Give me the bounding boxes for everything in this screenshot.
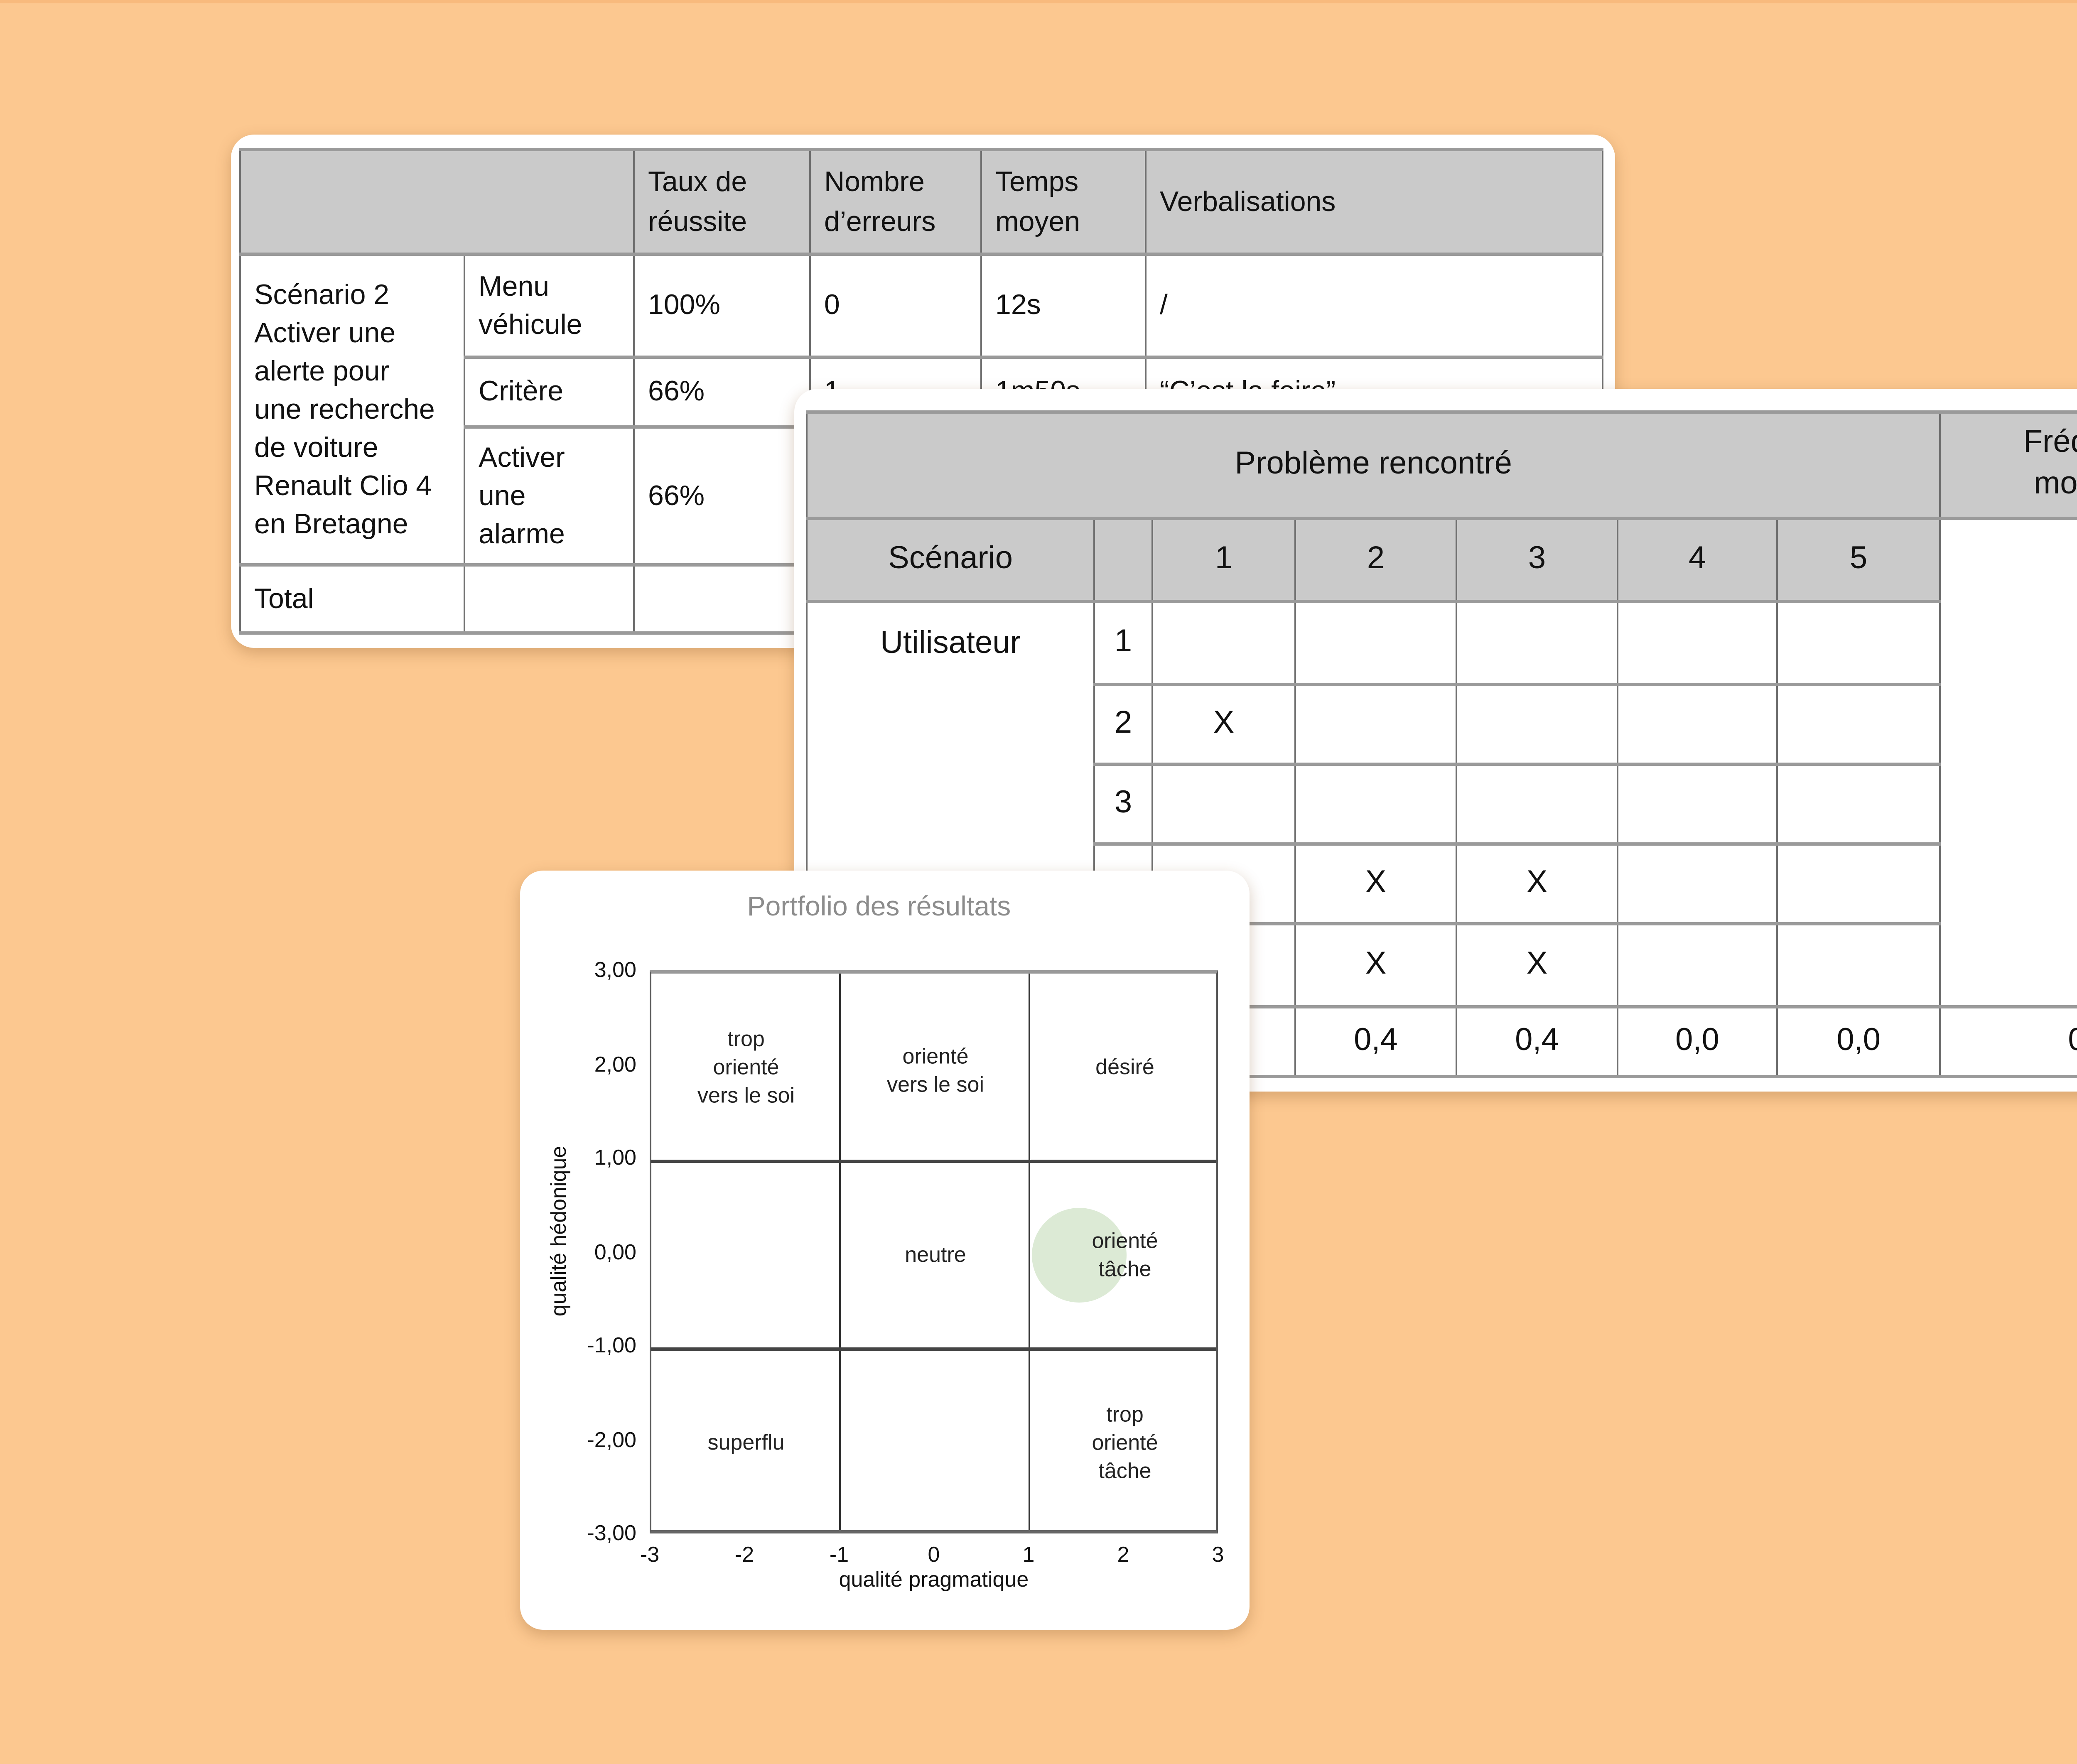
scenario-header-cell: Scénario <box>806 517 1095 603</box>
grid-line-y-pos1 <box>651 1160 1216 1163</box>
x-tick: -3 <box>640 1542 660 1567</box>
mark-cell <box>1456 683 1618 766</box>
y-tick: 3,00 <box>594 957 636 982</box>
freq-value-cell: 0,4 <box>1456 1005 1618 1078</box>
freq-value-cell: 0,0 <box>1776 1005 1941 1078</box>
data-point <box>1032 1208 1127 1303</box>
empty-cell <box>464 563 635 635</box>
x-tick: 0 <box>928 1542 940 1567</box>
task-cell: Activer une alarme <box>464 425 635 567</box>
problem-col-header: 5 <box>1776 517 1941 603</box>
value-cell: / <box>1145 253 1603 359</box>
grid-line-x-neg1 <box>839 974 841 1530</box>
user-num-cell: 2 <box>1093 683 1153 766</box>
quadrant-label: orienté tâche <box>1092 1228 1158 1281</box>
mark-cell: X <box>1456 842 1618 925</box>
value-cell: 66% <box>633 425 811 567</box>
mark-cell: X <box>1456 922 1618 1008</box>
mark-cell <box>1151 600 1296 686</box>
problem-col-header: 4 <box>1617 517 1778 603</box>
quadrant-label: orienté vers le soi <box>886 1043 984 1097</box>
problem-col-header: 3 <box>1456 517 1618 603</box>
chart-plot-area: trop orienté vers le soi orienté vers le… <box>650 970 1218 1533</box>
total-cell: Total <box>239 563 465 635</box>
x-tick: 2 <box>1117 1542 1129 1567</box>
y-tick: 1,00 <box>594 1145 636 1170</box>
x-tick: -1 <box>829 1542 849 1567</box>
value-cell: 0 <box>809 253 982 359</box>
mark-cell: X <box>1294 922 1457 1008</box>
value-cell: 12s <box>980 253 1147 359</box>
x-tick: 1 <box>1022 1542 1035 1567</box>
top-strip <box>0 0 2077 3</box>
mark-cell: X <box>1294 842 1457 925</box>
mark-cell <box>1617 600 1778 686</box>
freq-value-cell: 0,4 <box>1294 1005 1457 1078</box>
task-cell: Menu véhicule <box>464 253 635 359</box>
mark-cell <box>1294 600 1457 686</box>
col-header-temps: Temps moyen <box>980 148 1147 256</box>
col-header-erreurs: Nombre d’erreurs <box>809 148 982 256</box>
mark-cell <box>1617 683 1778 766</box>
mark-cell <box>1776 683 1941 766</box>
task-cell: Critère <box>464 356 635 429</box>
y-tick: -3,00 <box>587 1520 636 1545</box>
y-tick: -2,00 <box>587 1427 636 1452</box>
y-axis-label: qualité hédonique <box>546 1146 571 1317</box>
problems-title-cell: Problème rencontré <box>805 410 1941 520</box>
mark-cell <box>1776 763 1941 846</box>
freq-body-cell <box>1939 517 2077 1008</box>
mark-cell <box>1151 763 1296 846</box>
x-axis-label: qualité pragmatique <box>839 1567 1029 1592</box>
empty-cell <box>633 563 811 635</box>
mark-cell <box>1456 763 1618 846</box>
problem-col-header: 1 <box>1151 517 1296 603</box>
freq-average-cell: 0,24 <box>1939 1005 2077 1078</box>
mark-cell <box>1776 842 1941 925</box>
col-header-verbalisations: Verbalisations <box>1145 148 1603 256</box>
portfolio-chart-card: Portfolio des résultats 3,00 2,00 1,00 0… <box>520 871 1250 1630</box>
freq-value-cell: 0,0 <box>1617 1005 1778 1078</box>
mark-cell: X <box>1151 683 1296 766</box>
chart-title: Portfolio des résultats <box>747 892 1011 922</box>
mark-cell <box>1776 600 1941 686</box>
grid-line-y-neg1 <box>651 1347 1216 1351</box>
freq-title-cell: Fréquence moyenne <box>1939 410 2077 520</box>
mark-cell <box>1776 922 1941 1008</box>
problem-col-header: 2 <box>1294 517 1457 603</box>
x-tick: -2 <box>734 1542 754 1567</box>
value-cell: 100% <box>633 253 811 359</box>
y-tick: -1,00 <box>587 1332 636 1357</box>
empty-header-cell <box>1093 517 1153 603</box>
value-cell: 66% <box>633 356 811 429</box>
quadrant-label: neutre <box>905 1242 966 1267</box>
mark-cell <box>1617 842 1778 925</box>
mark-cell <box>1617 763 1778 846</box>
mark-cell <box>1294 683 1457 766</box>
corner-header-cell <box>239 148 635 256</box>
y-tick: 2,00 <box>594 1052 636 1077</box>
quadrant-label: trop orienté vers le soi <box>697 1026 795 1107</box>
quadrant-label: superflu <box>707 1430 785 1455</box>
grid-line-x-pos1 <box>1029 974 1030 1530</box>
user-num-cell: 1 <box>1093 600 1153 686</box>
mark-cell <box>1456 600 1618 686</box>
col-header-taux: Taux de réussite <box>633 148 811 256</box>
y-tick: 0,00 <box>594 1239 636 1264</box>
quadrant-label: désiré <box>1095 1054 1154 1079</box>
mark-cell <box>1617 922 1778 1008</box>
quadrant-label: trop orienté tâche <box>1092 1401 1158 1483</box>
scenario-cell: Scénario 2 Activer une alerte pour une r… <box>239 253 465 567</box>
x-tick: 3 <box>1212 1542 1224 1567</box>
mark-cell <box>1294 763 1457 846</box>
user-num-cell: 3 <box>1093 763 1153 846</box>
